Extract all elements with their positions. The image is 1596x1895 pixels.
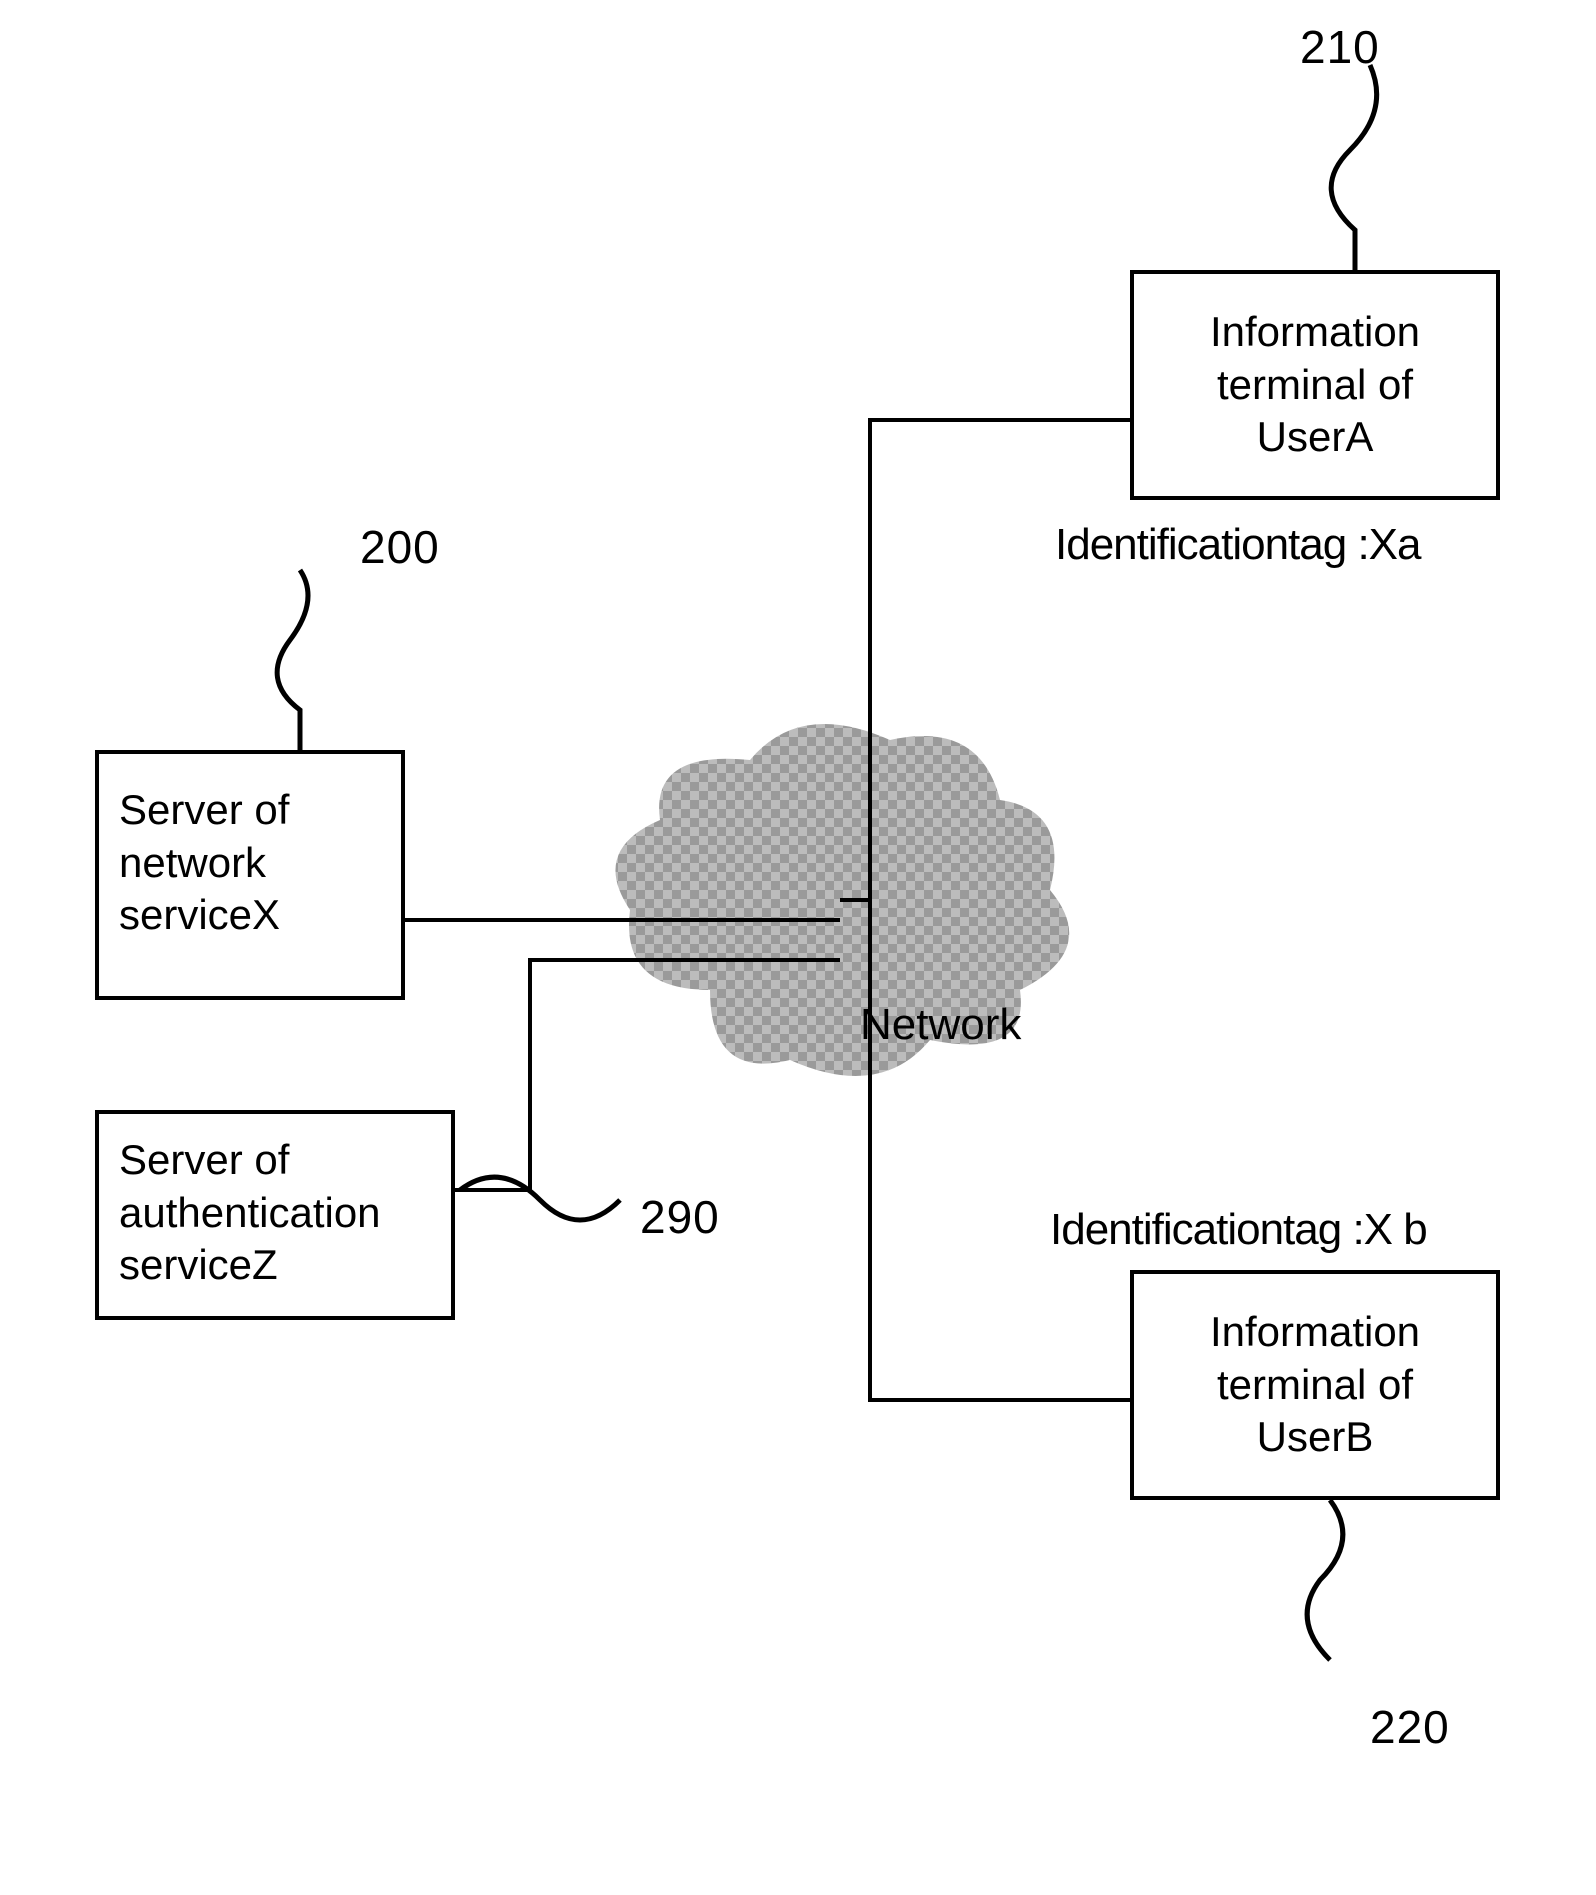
node-terminal-b-text: Information terminal of UserB: [1210, 1306, 1420, 1464]
label-290: 290: [640, 1190, 720, 1244]
id-tag-a: Identificationtag :Xa: [1055, 520, 1420, 570]
node-server-x-text: Server of network serviceX: [119, 784, 289, 942]
node-terminal-a: Information terminal of UserA: [1130, 270, 1500, 500]
node-terminal-a-text: Information terminal of UserA: [1210, 306, 1420, 464]
network-diagram: Network Server of network serviceX Serve…: [0, 0, 1596, 1895]
label-210: 210: [1300, 20, 1380, 74]
label-220: 220: [1370, 1700, 1450, 1754]
id-tag-b: Identificationtag :X b: [1050, 1205, 1427, 1255]
cloud-label: Network: [860, 1000, 1021, 1050]
node-server-z: Server of authentication serviceZ: [95, 1110, 455, 1320]
label-200: 200: [360, 520, 440, 574]
node-server-x: Server of network serviceX: [95, 750, 405, 1000]
node-terminal-b: Information terminal of UserB: [1130, 1270, 1500, 1500]
node-server-z-text: Server of authentication serviceZ: [119, 1134, 381, 1292]
